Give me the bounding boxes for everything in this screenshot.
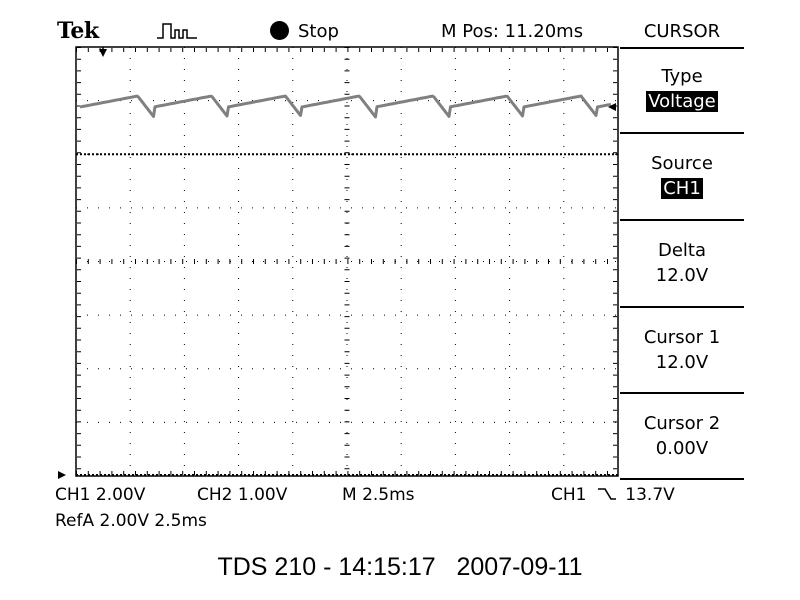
stop-dot-icon <box>270 21 289 40</box>
menu-item-label: Cursor 1 <box>643 327 721 348</box>
menu-item-value: CH1 <box>661 178 703 199</box>
ref-a-readout: RefA 2.00V 2.5ms <box>55 511 207 531</box>
menu-title: CURSOR <box>643 21 721 42</box>
timebase-readout: M 2.5ms <box>342 485 415 505</box>
menu-item-value: 12.0V <box>655 265 709 286</box>
menu-item-value: 0.00V <box>655 438 709 459</box>
ch2-scale-readout: CH2 1.00V <box>197 485 288 505</box>
menu-item-cursor-2[interactable]: Cursor 2 0.00V <box>620 411 744 461</box>
falling-edge-icon <box>597 488 616 500</box>
horizontal-position-readout: M Pos: 11.20ms <box>441 21 584 42</box>
menu-item-value: 12.0V <box>655 352 709 373</box>
menu-separator <box>620 47 744 49</box>
acquisition-waveform-icon <box>157 23 197 39</box>
menu-item-type[interactable]: Type Voltage <box>620 64 744 114</box>
menu-separator <box>620 306 744 308</box>
menu-separator <box>620 132 744 134</box>
menu-item-value: Voltage <box>646 91 718 112</box>
tek-logo: Tek <box>57 18 99 44</box>
trigger-level: 13.7V <box>625 485 675 505</box>
menu-separator <box>620 219 744 221</box>
trigger-source: CH1 <box>551 485 587 505</box>
menu-item-label: Delta <box>657 240 707 261</box>
footer-caption: TDS 210 - 14:15:17 2007-09-11 <box>217 553 583 581</box>
ch1-scale-readout: CH1 2.00V <box>55 485 146 505</box>
trigger-readout: CH1 13.7V <box>551 485 675 505</box>
menu-item-label: Source <box>651 153 713 174</box>
menu-item-source[interactable]: Source CH1 <box>620 151 744 201</box>
menu-item-delta[interactable]: Delta 12.0V <box>620 238 744 288</box>
ch1-ground-marker-icon <box>58 471 66 479</box>
ch1-waveform-trace <box>79 94 612 119</box>
trigger-level-marker-icon <box>608 103 616 111</box>
run-status-label: Stop <box>298 21 339 42</box>
menu-item-cursor-1[interactable]: Cursor 1 12.0V <box>620 325 744 375</box>
menu-separator <box>620 478 744 480</box>
menu-separator <box>620 392 744 394</box>
run-status: Stop <box>270 21 339 42</box>
menu-item-label: Cursor 2 <box>643 413 721 434</box>
menu-item-label: Type <box>661 66 703 87</box>
